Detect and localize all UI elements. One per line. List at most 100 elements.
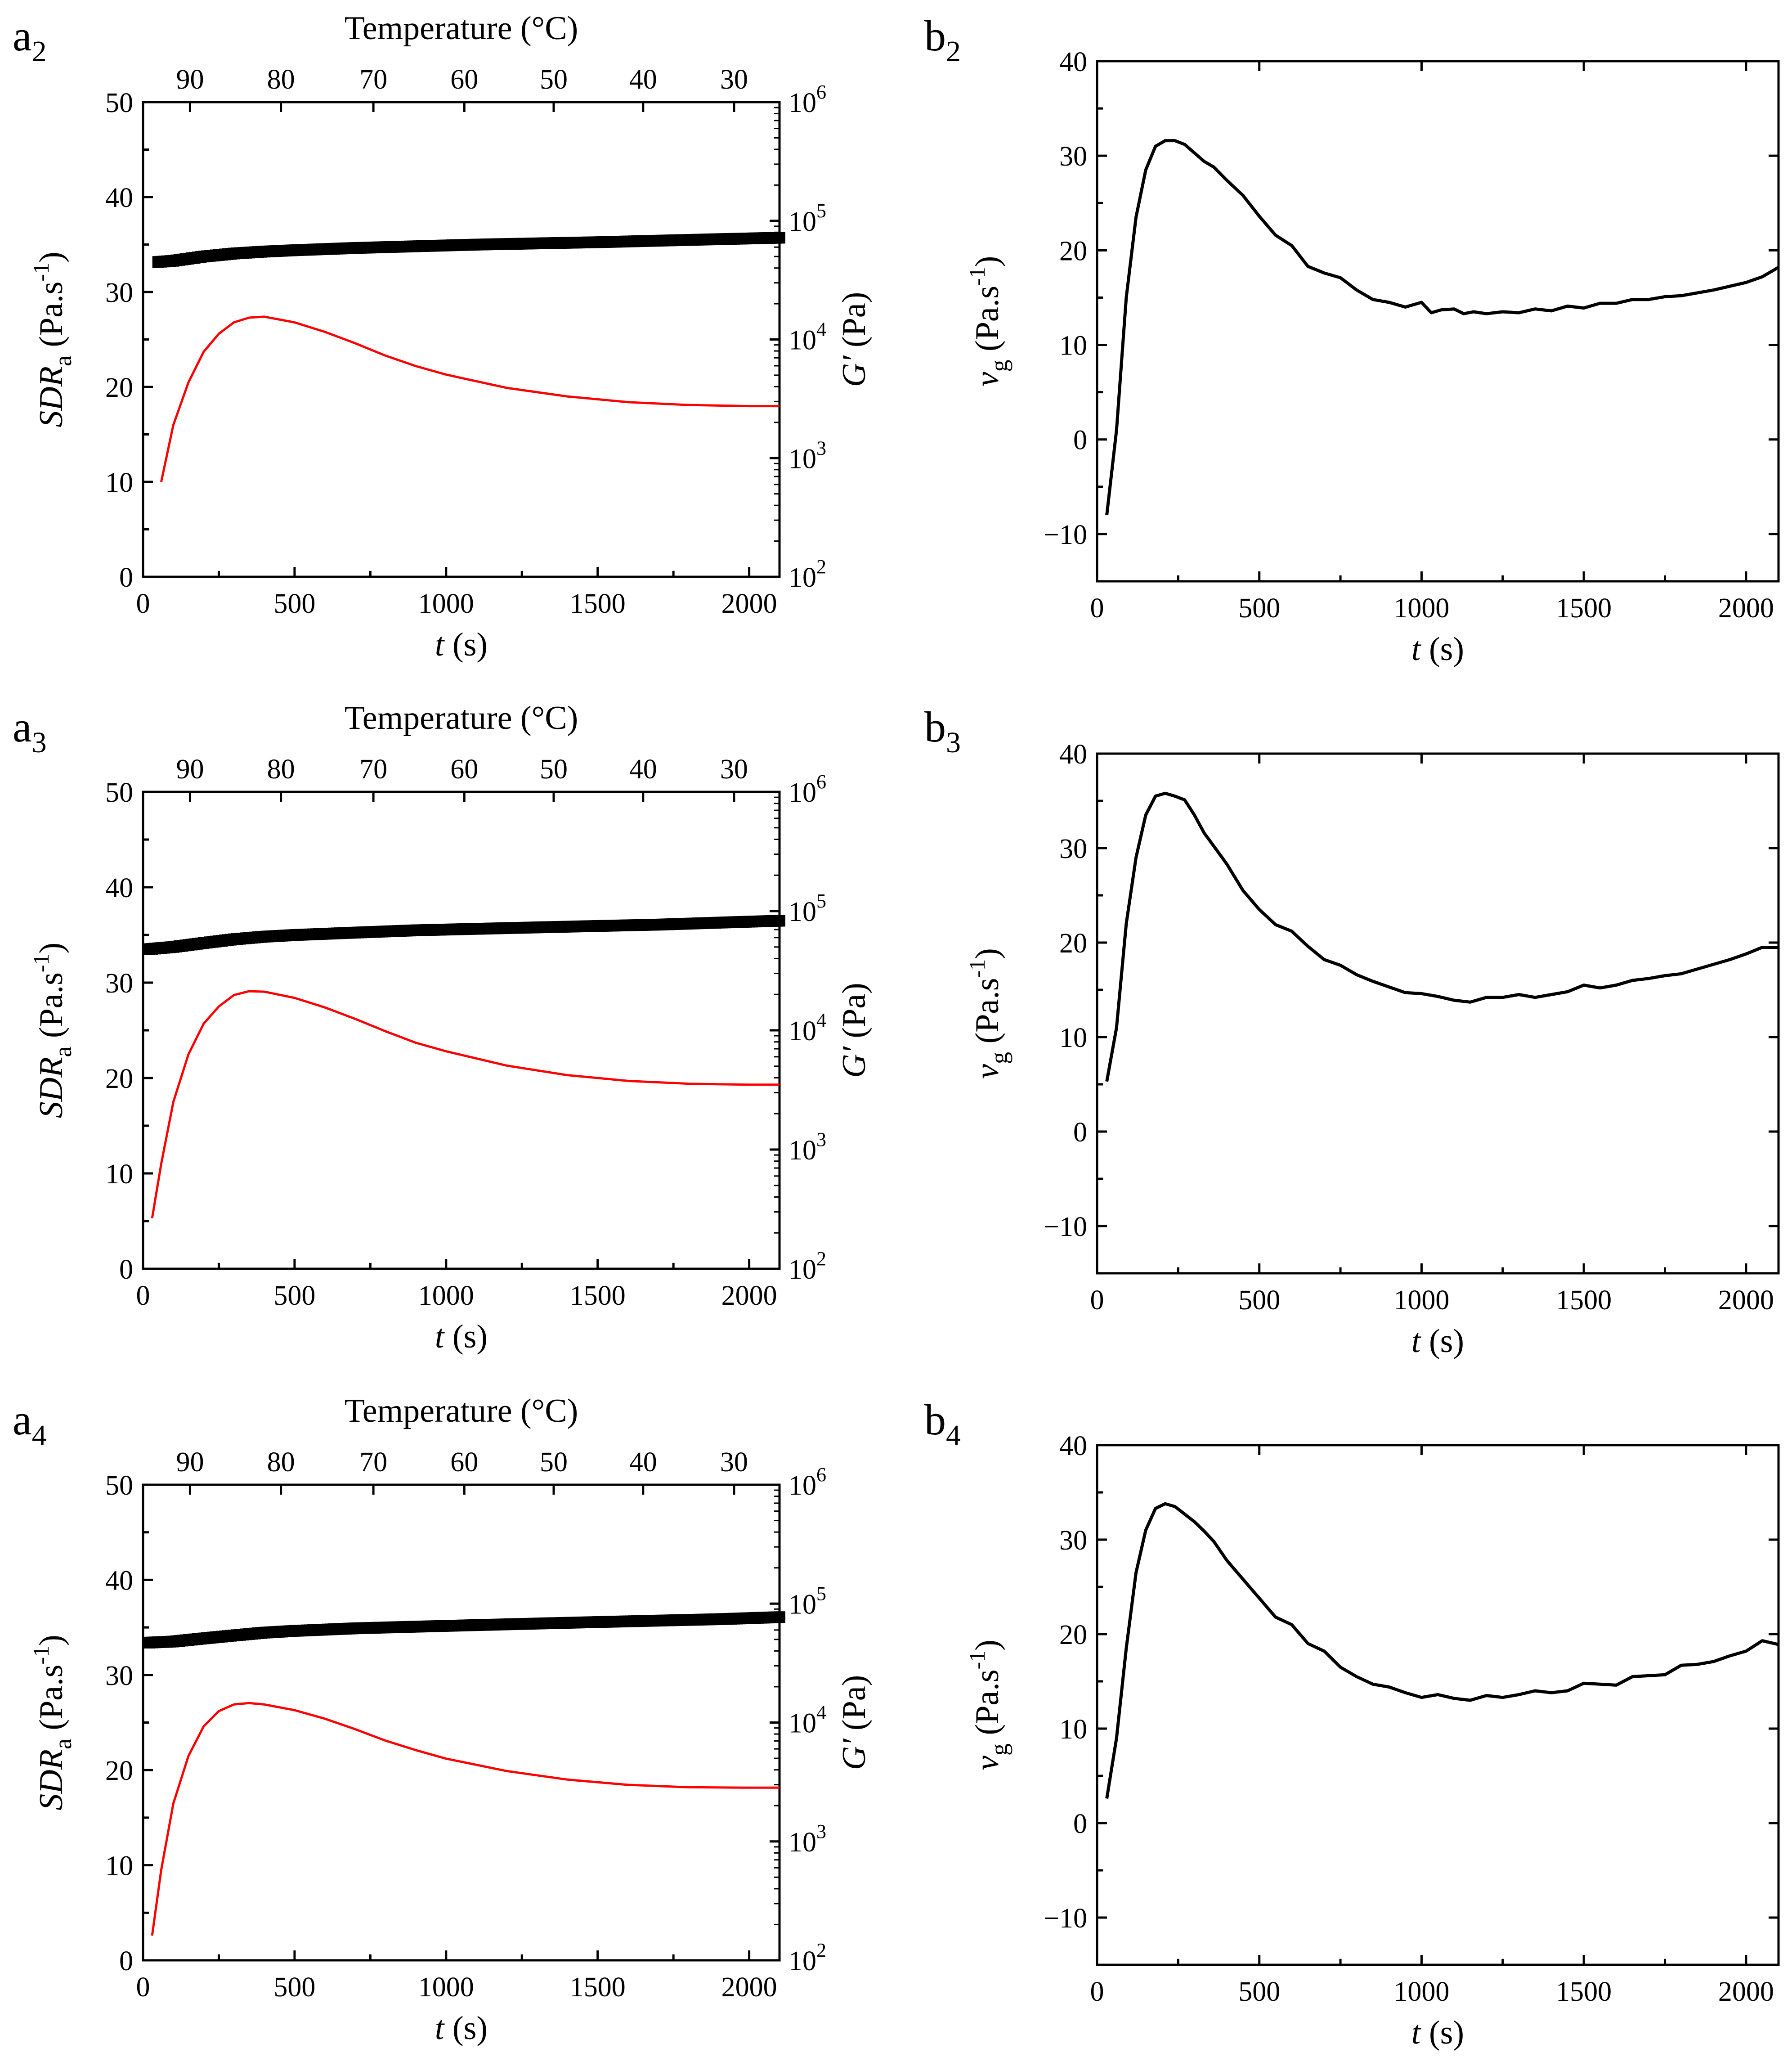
panel-label-subscript: 2 xyxy=(32,35,47,68)
x-axis-label: t (s) xyxy=(1411,2014,1464,2051)
y-tick-label: 20 xyxy=(1059,236,1087,266)
y-left-label-unit: (Pa.s xyxy=(33,1665,70,1739)
x-tick-label: 1500 xyxy=(570,1280,626,1311)
x-tick-label: 500 xyxy=(1238,1977,1280,2007)
y-right-label-unit: (Pa) xyxy=(836,983,873,1047)
y-left-tick-label: 50 xyxy=(105,777,133,808)
plot-data xyxy=(152,232,785,482)
top-tick-label: 30 xyxy=(720,1447,748,1478)
y-right-tick-base: 10 xyxy=(788,1946,816,1977)
top-tick-label: 30 xyxy=(720,754,748,785)
x-axis-label-unit: (s) xyxy=(444,2010,488,2047)
y-label-subscript: g xyxy=(986,1743,1012,1756)
x-tick-label: 500 xyxy=(273,1280,315,1311)
x-axis-label-symbol: t xyxy=(435,2010,445,2047)
y-left-tick-label: 50 xyxy=(105,88,133,118)
y-right-tick-base: 10 xyxy=(788,1589,816,1620)
y-tick-label: 0 xyxy=(1073,425,1087,456)
y-axis-label: vg (Pa.s-1) xyxy=(964,1640,1012,1770)
top-tick-label: 90 xyxy=(176,1447,204,1478)
x-tick-label: 500 xyxy=(273,589,315,619)
x-axis-label-unit: (s) xyxy=(1420,631,1464,668)
y-right-tick-exponent: 6 xyxy=(816,81,826,103)
x-axis-label-unit: (s) xyxy=(1420,1323,1464,1360)
top-tick-label: 70 xyxy=(359,1447,387,1478)
x-tick-label: 1500 xyxy=(1556,1977,1612,2007)
x-axis-label-symbol: t xyxy=(435,626,445,663)
x-axis-label-unit: (s) xyxy=(1420,2014,1464,2051)
y-left-axis-label: SDRa (Pa.s-1) xyxy=(28,943,76,1118)
y-tick-label: 30 xyxy=(1059,1525,1087,1556)
y-left-label-superscript: -1 xyxy=(28,953,54,972)
y-left-tick-label: 40 xyxy=(105,1565,133,1596)
y-right-tick-base: 10 xyxy=(788,88,816,118)
y-left-tick-label: 30 xyxy=(105,968,133,999)
y-right-tick-label: 103 xyxy=(788,1820,826,1858)
top-axis-label: Temperature (°C) xyxy=(345,10,578,47)
y-right-tick-base: 10 xyxy=(788,1016,816,1047)
plot-frame xyxy=(142,1483,781,1962)
plot-data xyxy=(1105,139,1779,516)
y-left-tick-label: 10 xyxy=(105,1851,133,1882)
top-axis-label: Temperature (°C) xyxy=(345,700,578,737)
panel-label-subscript: 3 xyxy=(946,726,961,759)
x-tick-label: 1500 xyxy=(570,589,626,619)
x-tick-label: 0 xyxy=(1090,1285,1104,1316)
x-tick-label: 1000 xyxy=(1393,593,1449,624)
plot-frame xyxy=(142,101,781,578)
x-tick-label: 1000 xyxy=(1393,1977,1449,2007)
y-left-label-unit: (Pa.s xyxy=(33,282,70,355)
y-right-tick-exponent: 3 xyxy=(816,1820,826,1842)
y-label-subscript: g xyxy=(986,1052,1012,1064)
y-right-tick-exponent: 5 xyxy=(816,200,826,222)
y-left-tick-label: 10 xyxy=(105,467,133,498)
top-tick-label: 50 xyxy=(540,754,568,785)
vg-line xyxy=(1105,1502,1779,1799)
panel-label: a3 xyxy=(13,703,47,759)
x-axis-label: t (s) xyxy=(1411,1323,1464,1360)
x-tick-label: 1000 xyxy=(418,1972,474,2003)
top-tick-label: 80 xyxy=(267,64,295,95)
y-tick-label: −10 xyxy=(1044,1903,1087,1934)
y-label-close: ) xyxy=(969,256,1006,267)
x-tick-label: 2000 xyxy=(721,589,777,619)
y-left-tick-label: 20 xyxy=(105,1064,133,1094)
y-tick-label: 40 xyxy=(1059,1431,1087,1461)
y-right-tick-base: 10 xyxy=(788,1827,816,1858)
y-right-tick-label: 105 xyxy=(788,200,826,237)
y-tick-label: 20 xyxy=(1059,1620,1087,1650)
y-right-tick-label: 102 xyxy=(788,1248,826,1285)
y-axis-label: vg (Pa.s-1) xyxy=(964,948,1012,1079)
top-tick-label: 60 xyxy=(450,64,478,95)
plot-frame xyxy=(1096,1444,1780,1966)
y-right-tick-exponent: 2 xyxy=(816,1248,826,1270)
y-left-label-subscript: a xyxy=(49,355,76,366)
y-left-label-close: ) xyxy=(33,1635,70,1646)
x-tick-label: 1500 xyxy=(1556,593,1612,624)
y-right-tick-base: 10 xyxy=(788,777,816,808)
top-tick-label: 60 xyxy=(450,754,478,785)
x-tick-label: 500 xyxy=(273,1972,315,2003)
panel-label: a4 xyxy=(13,1396,47,1452)
y-tick-label: 0 xyxy=(1073,1809,1087,1839)
y-left-label-symbol: SDR xyxy=(33,366,70,427)
y-left-tick-label: 0 xyxy=(119,1254,133,1285)
y-right-tick-base: 10 xyxy=(788,444,816,474)
plot-frame xyxy=(1096,752,1780,1275)
y-tick-label: 10 xyxy=(1059,331,1087,361)
y-right-tick-exponent: 4 xyxy=(816,319,826,341)
top-tick-label: 90 xyxy=(176,754,204,785)
y-right-axis-label: G′ (Pa) xyxy=(836,983,873,1078)
x-tick-label: 500 xyxy=(1238,593,1280,624)
y-tick-label: 10 xyxy=(1059,1714,1087,1745)
x-axis-label: t (s) xyxy=(435,626,488,663)
x-tick-label: 0 xyxy=(1090,1977,1104,2007)
y-left-label-close: ) xyxy=(33,252,70,263)
y-tick-label: 30 xyxy=(1059,141,1087,172)
y-right-tick-exponent: 6 xyxy=(816,771,826,793)
y-right-tick-exponent: 2 xyxy=(816,556,826,578)
plot-frame xyxy=(1096,60,1780,583)
x-tick-label: 0 xyxy=(136,589,150,619)
